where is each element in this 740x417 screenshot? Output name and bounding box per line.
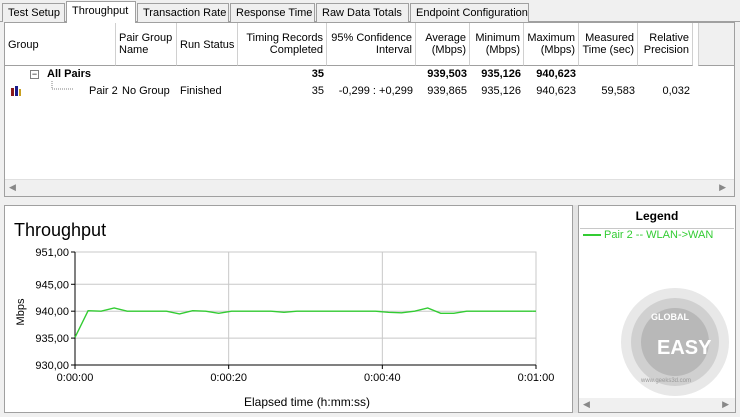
tab-endpoint-configuration[interactable]: Endpoint Configuration — [410, 3, 529, 22]
col-header-pair-group-label-2: Name — [119, 44, 149, 56]
col-header-rel-label-1: Relative — [649, 32, 689, 44]
x-tick-label: 0:00:40 — [364, 372, 401, 384]
col-header-max-label-1: Maximum — [527, 32, 575, 44]
scroll-left-icon[interactable]: ◀ — [9, 182, 16, 192]
col-header-conf-label-2: Interval — [375, 44, 412, 56]
col-header-timing-label-1: Timing Records — [246, 32, 323, 44]
pair-2-minimum: 935,126 — [481, 85, 521, 97]
col-header-avg-label-1: Average — [425, 32, 466, 44]
legend-divider — [580, 228, 734, 229]
chart-title: Throughput — [14, 220, 106, 240]
col-header-group-label: Group — [8, 39, 39, 51]
legend-swatch — [583, 234, 601, 237]
pair-2-maximum: 940,623 — [536, 85, 576, 97]
tab-test-setup[interactable]: Test Setup — [2, 3, 65, 22]
table-horizontal-scrollbar[interactable]: ◀ ▶ — [5, 179, 734, 196]
col-header-run-status-label: Run Status — [180, 39, 235, 51]
legend-scroll-left-icon[interactable]: ◀ — [583, 399, 590, 409]
throughput-chart: Throughput Mbps Elapsed time (h:mm:ss) 9… — [14, 220, 554, 409]
tree-connector — [51, 81, 73, 90]
x-tick-label: 0:00:00 — [57, 372, 94, 384]
chart-grid — [74, 251, 537, 366]
y-tick-label: 945,00 — [35, 279, 69, 291]
series-line-pair-2 — [74, 307, 533, 338]
logo-text-mid: EASY — [657, 337, 712, 359]
col-header-meas-label-2: Time (sec) — [582, 44, 634, 56]
pair-2-relative-precision: 0,032 — [662, 85, 690, 97]
col-header-meas-label-1: Measured — [585, 32, 634, 44]
y-tick-label: 935,00 — [35, 333, 69, 345]
chart-y-axis-label: Mbps — [15, 298, 27, 325]
pair-2-average: 939,865 — [427, 85, 467, 97]
y-tick-label: 940,00 — [35, 306, 69, 318]
pair-icon — [11, 86, 21, 96]
row-label-pair-2: Pair 2 — [89, 85, 118, 97]
y-tick-label: 930,00 — [35, 360, 69, 372]
results-table: Group Pair Group Name Run Status Timing R… — [4, 22, 735, 197]
scroll-right-icon[interactable]: ▶ — [719, 182, 726, 192]
col-header-min-label-2: (Mbps) — [485, 44, 520, 56]
chart-ticks: 930,00 935,00 940,00 945,00 951,00 0:00:00 0:0… — [35, 247, 554, 384]
pair-2-confidence: -0,299 : +0,299 — [338, 85, 413, 97]
col-header-relative-precision[interactable]: Relative Precision — [638, 23, 693, 66]
logo-text-top: GLOBAL — [651, 312, 689, 322]
row-label-all-pairs: All Pairs — [47, 68, 92, 80]
col-header-pair-group-name[interactable]: Pair Group Name — [116, 23, 177, 66]
all-pairs-minimum: 935,126 — [481, 68, 521, 80]
all-pairs-timing: 35 — [311, 68, 324, 80]
all-pairs-average: 939,503 — [427, 68, 467, 80]
legend-item-pair-2[interactable]: Pair 2 -- WLAN->WAN — [583, 229, 713, 241]
col-header-pair-group-label-1: Pair Group — [119, 32, 173, 44]
watermark-logo: GLOBAL EASY www.geeks3d.com — [621, 288, 729, 396]
col-header-conf-label-1: 95% Confidence — [331, 32, 412, 44]
pair-2-timing: 35 — [311, 85, 324, 97]
legend-scroll-right-icon[interactable]: ▶ — [722, 399, 729, 409]
col-header-rel-label-2: Precision — [643, 44, 689, 56]
pair-2-measured-time: 59,583 — [601, 85, 635, 97]
panel-splitter[interactable] — [573, 205, 578, 413]
plot-frame — [74, 251, 537, 366]
tab-bar: Test Setup Throughput Transaction Rate R… — [0, 0, 740, 23]
header-filler — [698, 23, 734, 66]
tab-throughput[interactable]: Throughput — [66, 1, 136, 23]
throughput-chart-panel: Throughput Mbps Elapsed time (h:mm:ss) 9… — [4, 205, 573, 413]
legend-item-label: Pair 2 -- WLAN->WAN — [604, 229, 714, 241]
pair-2-group-name: No Group — [122, 85, 170, 97]
col-header-minimum[interactable]: Minimum (Mbps) — [470, 23, 524, 66]
collapse-toggle-icon[interactable]: − — [30, 69, 39, 79]
chart-series — [74, 307, 536, 338]
col-header-min-label-1: Minimum — [475, 32, 520, 44]
col-header-average[interactable]: Average (Mbps) — [416, 23, 470, 66]
col-header-timing-records[interactable]: Timing Records Completed — [238, 23, 327, 66]
col-header-confidence-interval[interactable]: 95% Confidence Interval — [327, 23, 416, 66]
legend-title: Legend — [635, 209, 679, 223]
y-tick-label: 951,00 — [35, 247, 69, 259]
col-header-max-label-2: (Mbps) — [540, 44, 575, 56]
logo-text-bottom: www.geeks3d.com — [640, 378, 691, 384]
table-header: Group Pair Group Name Run Status Timing R… — [5, 23, 734, 66]
tab-raw-data-totals[interactable]: Raw Data Totals — [316, 3, 409, 22]
all-pairs-maximum: 940,623 — [536, 68, 576, 80]
pair-2-run-status: Finished — [180, 85, 222, 97]
x-tick-label: 0:01:00 — [518, 372, 555, 384]
col-header-avg-label-2: (Mbps) — [431, 44, 466, 56]
tab-transaction-rate[interactable]: Transaction Rate — [137, 3, 229, 22]
tab-response-time[interactable]: Response Time — [230, 3, 315, 22]
x-tick-label: 0:00:20 — [210, 372, 247, 384]
col-header-timing-label-2: Completed — [269, 44, 323, 56]
col-header-maximum[interactable]: Maximum (Mbps) — [524, 23, 579, 66]
chart-x-axis-label: Elapsed time (h:mm:ss) — [244, 395, 370, 409]
legend-panel: Legend Pair 2 -- WLAN->WAN GLOBAL EASY w… — [578, 205, 736, 413]
col-header-measured-time[interactable]: Measured Time (sec) — [579, 23, 638, 66]
col-header-run-status[interactable]: Run Status — [177, 23, 238, 66]
col-header-group[interactable]: Group — [5, 23, 116, 66]
legend-horizontal-scrollbar[interactable]: ◀ ▶ — [579, 398, 735, 412]
